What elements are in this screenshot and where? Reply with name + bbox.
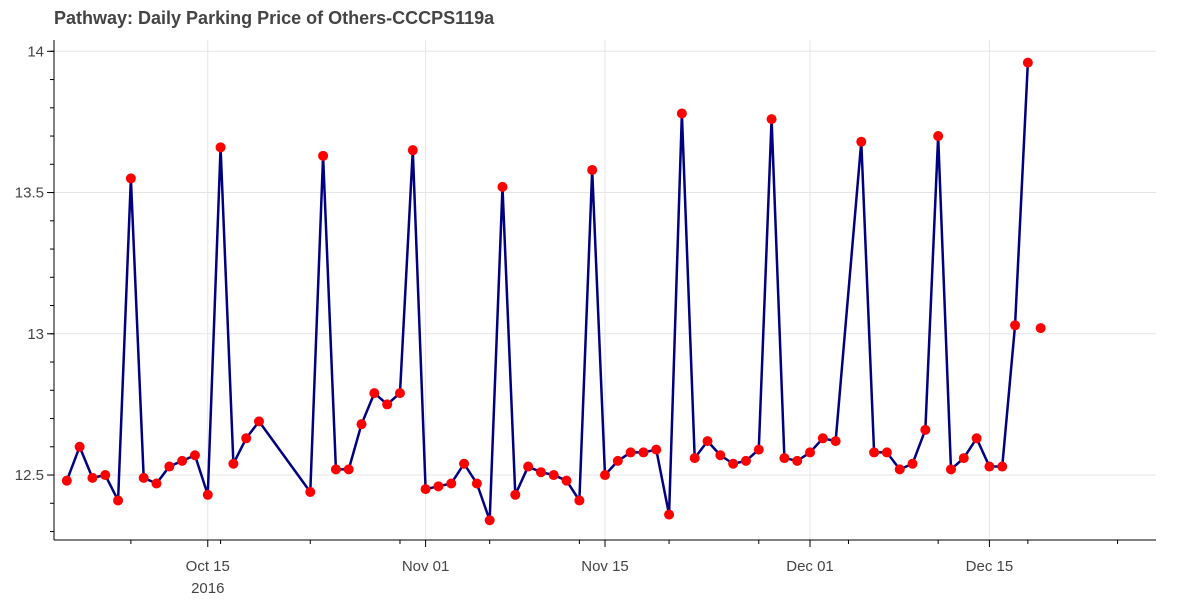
data-point: [612, 455, 623, 466]
data-point: [933, 131, 944, 142]
data-point: [151, 478, 162, 489]
data-point: [600, 470, 610, 481]
data-point: [638, 447, 649, 458]
data-point: [740, 455, 751, 466]
data-point: [177, 455, 188, 466]
data-point: [459, 458, 470, 469]
data-point: [997, 461, 1008, 472]
data-point: [330, 464, 341, 475]
x-tick-label: Oct 15: [186, 558, 230, 575]
data-points: [61, 57, 1046, 526]
x-tick-sublabel: 2016: [191, 580, 224, 597]
data-point: [202, 489, 213, 500]
data-point: [407, 145, 418, 156]
data-point: [702, 436, 713, 447]
data-point: [100, 470, 111, 481]
data-point: [420, 484, 431, 495]
y-tick-label: 13.5: [15, 185, 44, 202]
data-point: [561, 475, 572, 486]
data-point: [189, 450, 200, 461]
data-point: [254, 416, 265, 427]
data-point: [779, 453, 790, 464]
axes: 12.5 13 13.5 14 Oct 15 2016 Nov 01 Nov 15 Dec 01…: [15, 40, 1156, 597]
data-point: [1010, 320, 1021, 331]
data-point: [382, 399, 393, 410]
data-point: [753, 444, 764, 455]
data-point: [1035, 323, 1046, 334]
data-point: [228, 458, 239, 469]
data-point: [1022, 57, 1033, 68]
data-point: [920, 424, 931, 435]
data-point: [894, 464, 905, 475]
y-tick-label: 14: [27, 43, 44, 60]
data-point: [869, 447, 880, 458]
data-point: [830, 436, 841, 447]
x-tick-label: Dec 01: [786, 558, 834, 575]
data-point: [305, 486, 316, 497]
data-point: [446, 478, 457, 489]
data-point: [728, 458, 739, 469]
chart-title: Pathway: Daily Parking Price of Others-C…: [54, 8, 495, 28]
data-point: [651, 444, 662, 455]
data-point: [113, 495, 124, 506]
data-point: [356, 419, 367, 430]
data-point: [817, 433, 828, 444]
data-point: [958, 453, 969, 464]
data-point: [881, 447, 892, 458]
data-point: [394, 388, 405, 399]
data-point: [138, 472, 149, 483]
data-point: [664, 509, 675, 520]
data-point: [74, 441, 85, 452]
data-point: [945, 464, 956, 475]
data-point: [369, 388, 380, 399]
data-point: [766, 114, 777, 125]
x-tick-label: Dec 15: [966, 558, 1014, 575]
data-point: [689, 453, 700, 464]
data-point: [676, 108, 687, 119]
x-tick-label: Nov 01: [402, 558, 450, 575]
data-point: [587, 164, 598, 175]
y-tick-label: 12.5: [15, 467, 44, 484]
data-point: [510, 489, 521, 500]
data-point: [497, 181, 508, 192]
data-point: [535, 467, 546, 478]
data-point: [484, 515, 495, 526]
data-point: [715, 450, 726, 461]
data-point: [548, 470, 559, 481]
data-point: [433, 481, 444, 492]
data-point: [125, 173, 136, 184]
data-point: [471, 478, 482, 489]
data-point: [971, 433, 982, 444]
data-point: [215, 142, 226, 153]
data-point: [61, 475, 72, 486]
data-point: [523, 461, 534, 472]
data-point: [164, 461, 175, 472]
data-point: [318, 150, 329, 161]
data-point: [343, 464, 354, 475]
series-line: [67, 63, 1041, 521]
data-point: [805, 447, 816, 458]
data-point: [241, 433, 252, 444]
data-point: [856, 136, 867, 147]
data-point: [625, 447, 636, 458]
x-tick-label: Nov 15: [581, 558, 629, 575]
data-point: [574, 495, 585, 506]
data-point: [792, 455, 803, 466]
y-tick-label: 13: [27, 326, 44, 343]
series-line-group: [67, 63, 1041, 521]
data-point: [984, 461, 995, 472]
data-point: [907, 458, 918, 469]
data-point: [87, 472, 98, 483]
